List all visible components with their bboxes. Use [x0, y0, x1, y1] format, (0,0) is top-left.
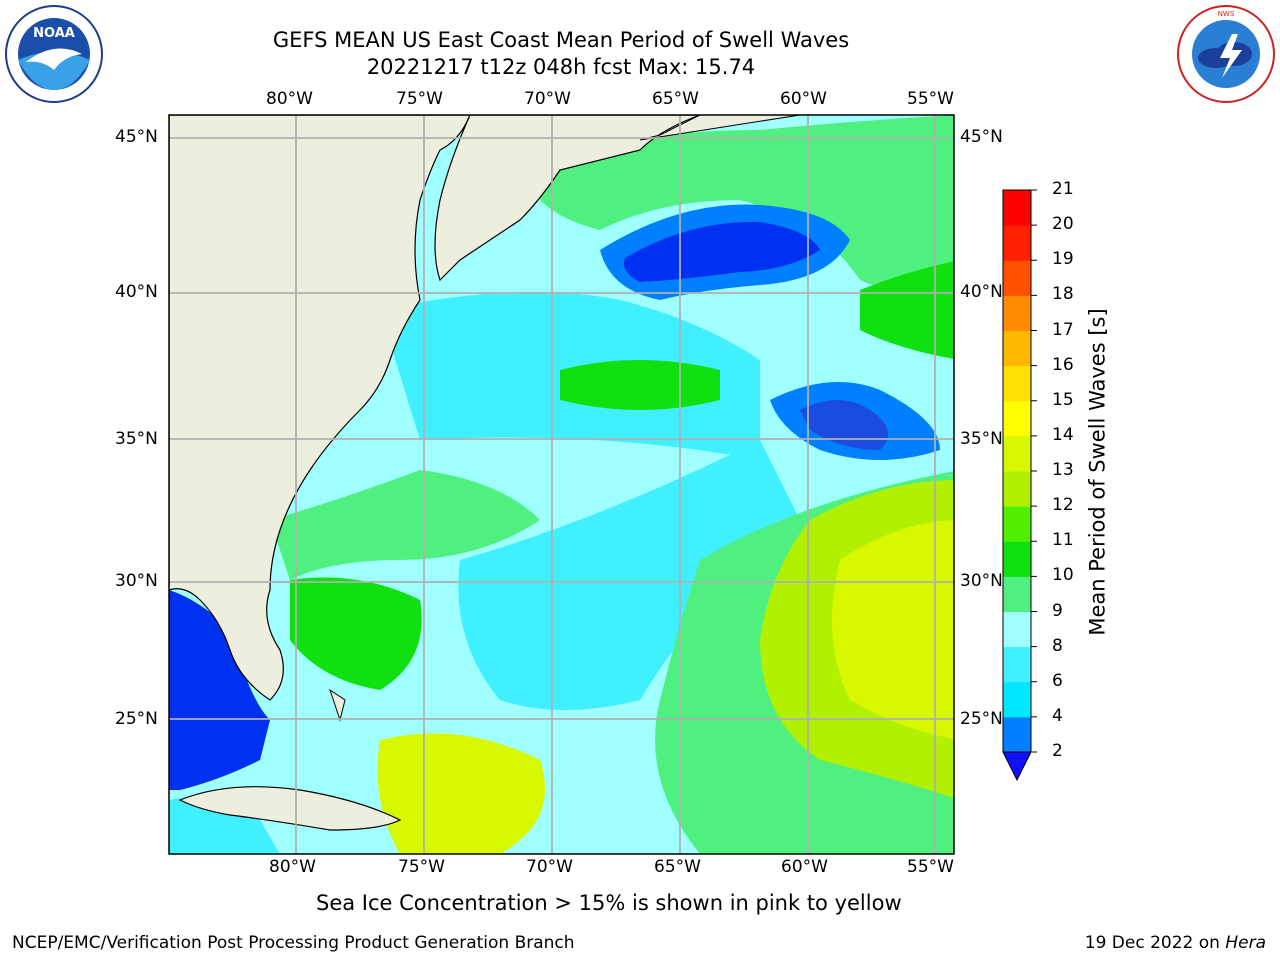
- colorbar-tick-label: 9: [1052, 600, 1063, 621]
- colorbar-segment: [1003, 365, 1031, 402]
- swell-region-caribbean: [169, 797, 280, 854]
- lon-label-top: 60°W: [780, 89, 827, 109]
- map-grid: [169, 115, 954, 854]
- colorbar-segment: [1003, 716, 1031, 753]
- swell-region-green-sw: [270, 470, 540, 580]
- lon-label-top: 80°W: [266, 89, 313, 109]
- colorbar-tick-label: 6: [1052, 670, 1063, 691]
- swell-region-darkblue-north: [624, 221, 820, 282]
- colorbar-tick-label: 16: [1052, 354, 1074, 375]
- colorbar-tick-label: 4: [1052, 705, 1063, 726]
- colorbar-segment: [1003, 611, 1031, 648]
- nws-logo: NWS: [1177, 5, 1275, 103]
- colorbar-segment: [1003, 330, 1031, 367]
- sea-ice-note: Sea Ice Concentration > 15% is shown in …: [316, 891, 902, 915]
- swell-region-green-fl: [290, 577, 422, 690]
- colorbar-segment: [1003, 541, 1031, 577]
- land-cuba: [178, 786, 402, 831]
- colorbar-tick-label: 2: [1052, 741, 1063, 761]
- colorbar: [1002, 189, 1037, 782]
- colorbar-segment: [1003, 471, 1031, 507]
- lat-label-left: 40°N: [115, 282, 158, 302]
- colorbar-segment: [1003, 190, 1031, 226]
- lon-label-top: 65°W: [652, 89, 699, 109]
- map-frame: [168, 114, 955, 855]
- lat-label-right: 25°N: [960, 709, 1003, 729]
- swell-region-green-north: [540, 115, 954, 287]
- land-north-america: [169, 115, 471, 701]
- colorbar-segment: [1003, 646, 1031, 683]
- colorbar-tick-label: 18: [1052, 284, 1074, 305]
- swell-region-gulf: [169, 590, 270, 790]
- colorbar-extend-arrow: [1002, 751, 1032, 782]
- land-bahamas: [329, 688, 346, 722]
- lat-label-right: 45°N: [960, 127, 1003, 147]
- lon-label-bottom: 55°W: [907, 857, 954, 877]
- lat-label-right: 40°N: [960, 282, 1003, 302]
- noaa-logo: NOAA: [5, 5, 103, 103]
- colorbar-segment: [1003, 295, 1031, 331]
- lat-label-left: 45°N: [115, 127, 158, 147]
- lon-label-top: 70°W: [524, 89, 571, 109]
- colorbar-tick-label: 21: [1052, 179, 1074, 199]
- swell-region-yellow-south: [377, 733, 545, 854]
- colorbar-segment: [1003, 400, 1031, 437]
- lat-label-left: 30°N: [115, 571, 158, 591]
- chart-subtitle: 20221217 t12z 048h fcst Max: 15.74: [366, 55, 756, 79]
- swell-region-green-ne: [860, 261, 954, 359]
- colorbar-tick-label: 10: [1052, 565, 1074, 586]
- lon-label-bottom: 70°W: [526, 857, 573, 877]
- footer-credit: NCEP/EMC/Verification Post Processing Pr…: [12, 933, 575, 953]
- colorbar-segment: [1003, 681, 1031, 718]
- colorbar-tick-label: 14: [1052, 424, 1074, 445]
- colorbar-tick-label: 8: [1052, 635, 1063, 656]
- lon-label-bottom: 75°W: [398, 857, 445, 877]
- colorbar-tick-label: 15: [1052, 389, 1074, 410]
- swell-region-yellow-east: [832, 520, 954, 739]
- footer-host: Hera: [1225, 933, 1266, 953]
- svg-text:NWS: NWS: [1218, 10, 1235, 18]
- colorbar-segment: [1003, 506, 1031, 542]
- lon-label-bottom: 60°W: [781, 857, 828, 877]
- lon-label-bottom: 65°W: [654, 857, 701, 877]
- colorbar-tick-label: 11: [1052, 530, 1074, 551]
- land-new-england: [434, 115, 701, 282]
- colorbar-segment: [1003, 260, 1031, 296]
- lat-label-left: 25°N: [115, 709, 158, 729]
- footer-date-text: 19 Dec 2022 on: [1084, 933, 1226, 953]
- colorbar-title: Mean Period of Swell Waves [s]: [1086, 308, 1111, 636]
- colorbar-segment: [1003, 435, 1031, 472]
- lat-label-right: 30°N: [960, 571, 1003, 591]
- colorbar-segment: [1003, 576, 1031, 612]
- footer-date: 19 Dec 2022 on Hera: [1085, 933, 1266, 953]
- svg-text:NOAA: NOAA: [33, 26, 75, 41]
- colorbar-tick-label: 17: [1052, 319, 1074, 340]
- lon-label-bottom: 80°W: [269, 857, 316, 877]
- colorbar-tick-label: 19: [1052, 249, 1074, 270]
- colorbar-tick-label: 13: [1052, 460, 1074, 480]
- lat-label-right: 35°N: [960, 429, 1003, 449]
- swell-region-cyan-central: [458, 440, 800, 710]
- lon-label-top: 55°W: [907, 89, 954, 109]
- colorbar-tick-label: 12: [1052, 495, 1074, 516]
- swell-region-darkblue-east: [800, 400, 888, 450]
- colorbar-tick-label: 20: [1052, 214, 1074, 235]
- lat-label-left: 35°N: [115, 429, 158, 449]
- lon-label-top: 75°W: [396, 89, 443, 109]
- swell-region-green-band: [560, 360, 720, 410]
- chart-title: GEFS MEAN US East Coast Mean Period of S…: [272, 28, 850, 52]
- colorbar-title-wrap: Mean Period of Swell Waves [s]: [1048, 308, 1148, 635]
- colorbar-segment: [1003, 225, 1031, 261]
